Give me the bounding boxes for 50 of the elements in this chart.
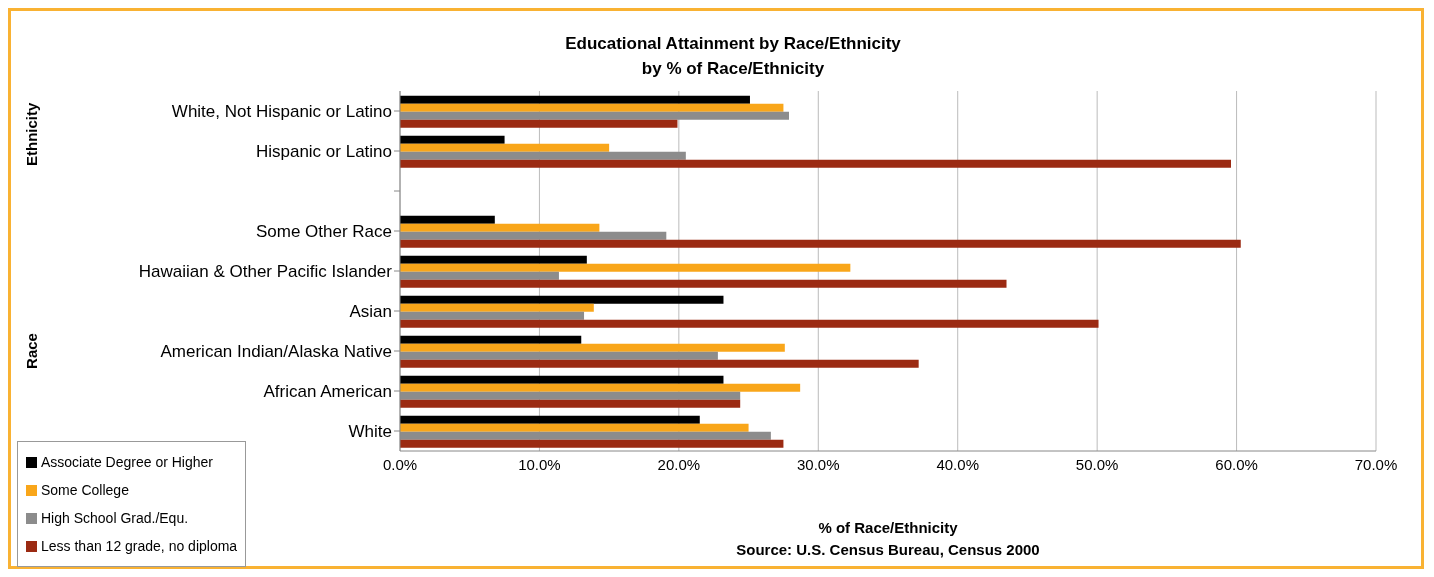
bar bbox=[400, 135, 505, 144]
legend-label: Some College bbox=[41, 482, 129, 498]
bar bbox=[400, 423, 749, 432]
x-axis-title: % of Race/Ethnicity bbox=[817, 519, 959, 536]
x-tick-label: 20.0% bbox=[657, 455, 701, 473]
text: Ethnicity bbox=[23, 102, 40, 167]
y-tick-label: Hawaiian & Other Pacific Islander bbox=[138, 262, 393, 282]
bar bbox=[400, 399, 741, 408]
bar bbox=[400, 215, 495, 224]
bar bbox=[400, 415, 700, 424]
legend-label: Less than 12 grade, no diploma bbox=[41, 538, 238, 554]
x-tick-label: 70.0% bbox=[1354, 455, 1398, 473]
bar bbox=[400, 103, 784, 112]
bar bbox=[400, 143, 610, 152]
bar bbox=[400, 383, 801, 392]
y-tick-label: African American bbox=[263, 382, 392, 402]
bar bbox=[400, 239, 1241, 248]
x-tick-label: 60.0% bbox=[1215, 455, 1258, 473]
source-note: Source: U.S. Census Bureau, Census 2000 bbox=[735, 541, 1041, 558]
bar bbox=[400, 279, 1007, 288]
bar bbox=[400, 95, 750, 104]
x-tick-label: 50.0% bbox=[1075, 455, 1119, 473]
bar bbox=[400, 255, 587, 264]
bar bbox=[400, 223, 600, 232]
x-tick-label: 40.0% bbox=[936, 455, 979, 473]
bar bbox=[400, 439, 784, 448]
bar bbox=[400, 303, 594, 312]
y-tick-label: Asian bbox=[349, 302, 392, 322]
legend-label: High School Grad./Equ. bbox=[41, 510, 189, 526]
bar bbox=[400, 359, 919, 368]
x-tick-label: 0.0% bbox=[382, 455, 418, 473]
x-tick-label: 30.0% bbox=[797, 455, 840, 473]
chart-subtitle: by % of Race/Ethnicity bbox=[640, 58, 826, 80]
chart-title: Educational Attainment by Race/Ethnicity bbox=[564, 33, 902, 55]
y-tick-label: Some Other Race bbox=[255, 222, 392, 242]
bar bbox=[400, 343, 785, 352]
bar bbox=[400, 319, 1099, 328]
bar bbox=[400, 335, 582, 344]
y-tick-label: American Indian/Alaska Native bbox=[160, 342, 392, 362]
y-tick-label: Hispanic or Latino bbox=[255, 142, 392, 162]
bar bbox=[400, 375, 724, 384]
bar bbox=[400, 159, 1231, 168]
y-tick-label: White, Not Hispanic or Latino bbox=[171, 102, 392, 122]
bar bbox=[400, 295, 724, 304]
bar bbox=[400, 119, 678, 128]
text: Race bbox=[23, 333, 40, 369]
x-tick-label: 10.0% bbox=[518, 455, 561, 473]
legend-label: Associate Degree or Higher bbox=[41, 454, 213, 470]
y-tick-label: White bbox=[348, 422, 392, 442]
bar bbox=[400, 263, 851, 272]
